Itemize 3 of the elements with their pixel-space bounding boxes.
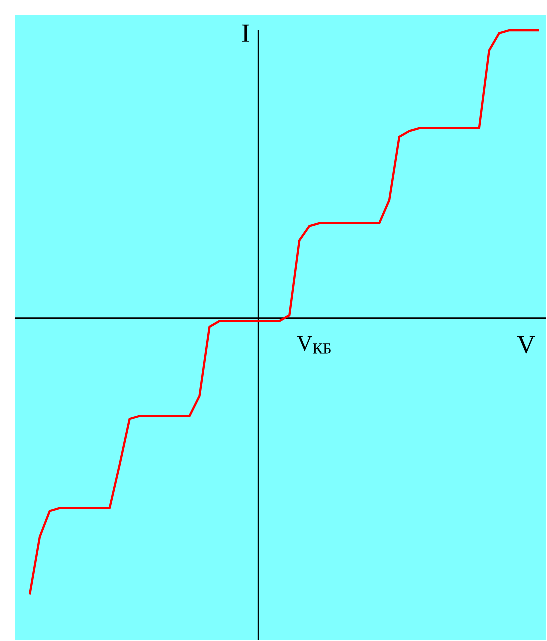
annotation: V$_{КБ}$ bbox=[297, 336, 331, 354]
y-axis-title: I bbox=[242, 24, 250, 42]
x-axis-title: V bbox=[517, 336, 536, 354]
